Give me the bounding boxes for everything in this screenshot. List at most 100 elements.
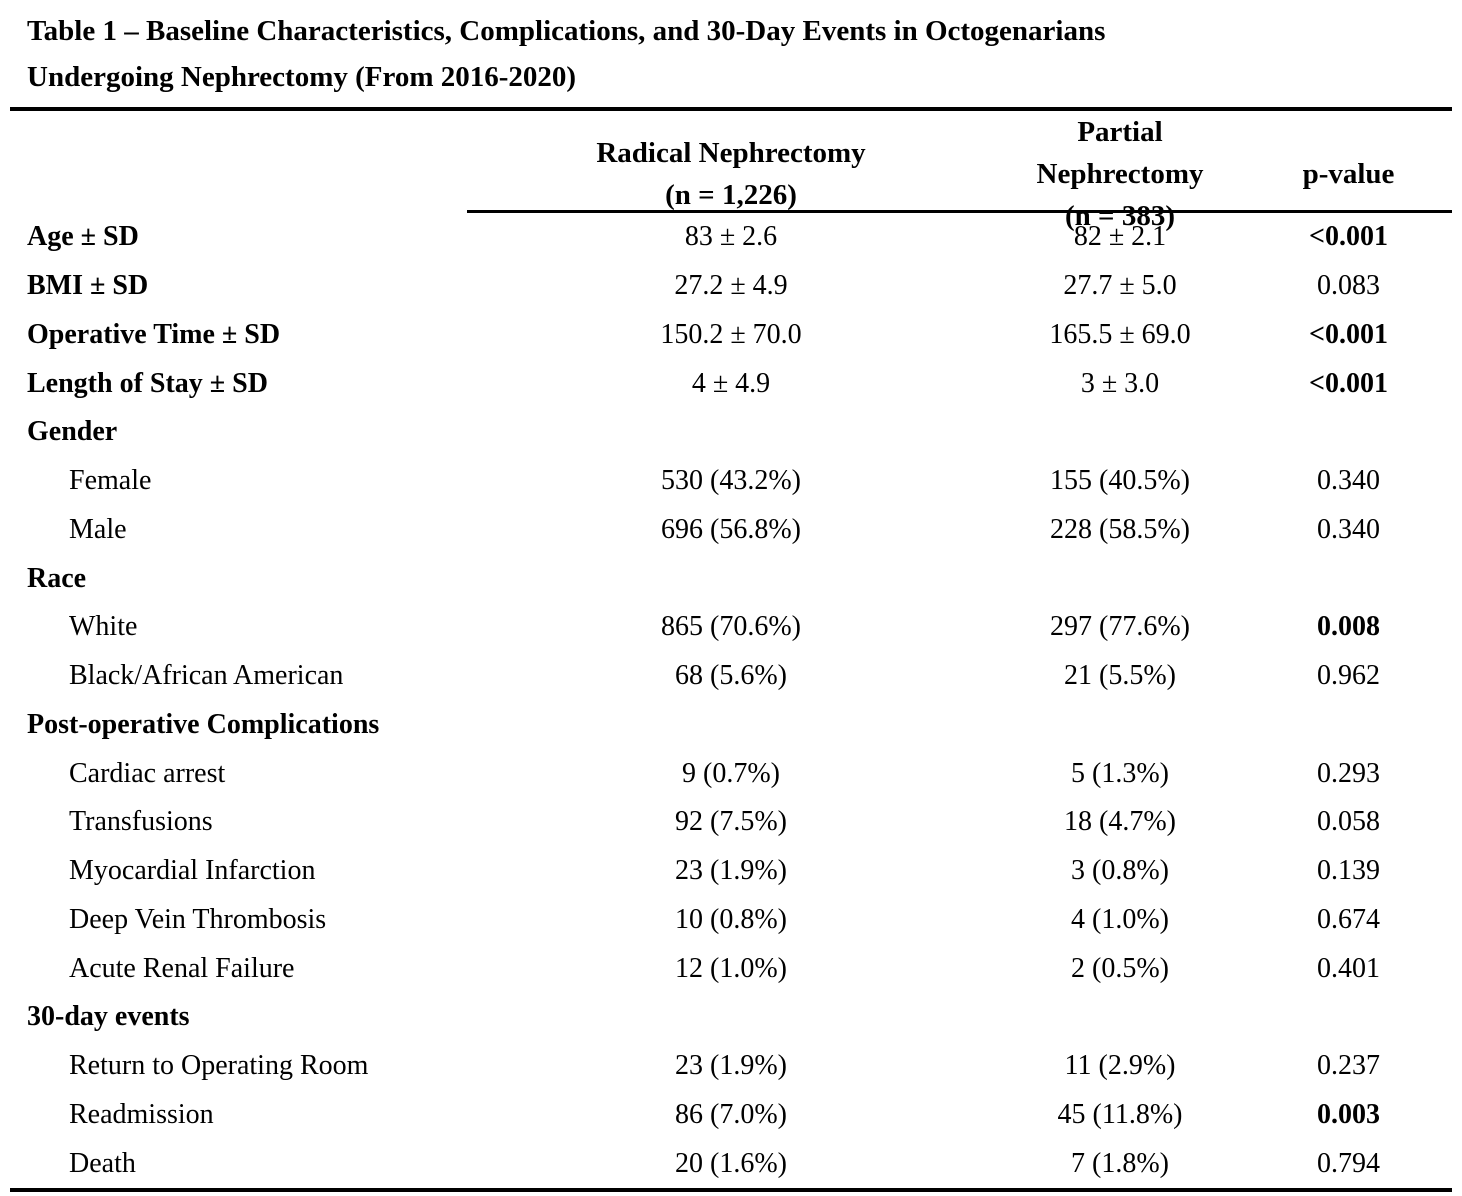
column-header-partial-n: (n = 383) bbox=[1065, 200, 1175, 232]
radical-value: 27.2 ± 4.9 bbox=[674, 270, 788, 302]
table-title: Table 1 – Baseline Characteristics, Comp… bbox=[10, 8, 1452, 100]
p-value: 0.340 bbox=[1317, 513, 1380, 545]
radical-value: 23 (1.9%) bbox=[675, 855, 787, 887]
p-value: 0.003 bbox=[1317, 1098, 1380, 1130]
header-underline-rule bbox=[467, 210, 1452, 213]
column-header-partial-name: Partial Nephrectomy bbox=[1036, 116, 1204, 190]
partial-value: 165.5 ± 69.0 bbox=[1049, 318, 1191, 350]
table-row: Acute Renal Failure 12 (1.0%) 2 (0.5%) 0.40… bbox=[10, 944, 1452, 993]
partial-value: 5 (1.3%) bbox=[1071, 757, 1169, 789]
p-value: <0.001 bbox=[1309, 318, 1388, 350]
radical-value: 150.2 ± 70.0 bbox=[660, 318, 802, 350]
radical-value: 86 (7.0%) bbox=[675, 1098, 787, 1130]
top-rule bbox=[10, 107, 1452, 111]
column-header-row: Radical Nephrectomy (n = 1,226) Partial … bbox=[10, 111, 1452, 232]
row-label: Gender bbox=[27, 416, 118, 448]
p-value: 0.139 bbox=[1317, 855, 1380, 887]
partial-value: 18 (4.7%) bbox=[1064, 806, 1176, 838]
row-label: White bbox=[69, 611, 138, 643]
table-row: Length of Stay ± SD 4 ± 4.9 3 ± 3.0 <0.001 bbox=[10, 359, 1452, 408]
partial-value: 11 (2.9%) bbox=[1064, 1050, 1176, 1082]
radical-value: 23 (1.9%) bbox=[675, 1050, 787, 1082]
table-row: Black/African American 68 (5.6%) 21 (5.5%)… bbox=[10, 652, 1452, 701]
table-row: Deep Vein Thrombosis 10 (0.8%) 4 (1.0%) 0.6… bbox=[10, 896, 1452, 945]
radical-value: 865 (70.6%) bbox=[661, 611, 801, 643]
partial-value: 21 (5.5%) bbox=[1064, 660, 1176, 692]
p-value: 0.962 bbox=[1317, 660, 1380, 692]
p-value: 0.340 bbox=[1317, 465, 1380, 497]
table-row: Female 530 (43.2%) 155 (40.5%) 0.340 bbox=[10, 457, 1452, 506]
row-label: Black/African American bbox=[69, 660, 344, 692]
table-title-line2: Undergoing Nephrectomy (From 2016-2020) bbox=[27, 61, 577, 93]
column-header-radical-name: Radical Nephrectomy bbox=[596, 137, 866, 169]
radical-value: 530 (43.2%) bbox=[661, 465, 801, 497]
row-label: Operative Time ± SD bbox=[27, 318, 281, 350]
radical-value: 83 ± 2.6 bbox=[684, 221, 778, 253]
partial-value: 45 (11.8%) bbox=[1057, 1098, 1183, 1130]
partial-value: 3 ± 3.0 bbox=[1080, 367, 1160, 399]
row-label: Post-operative Complications bbox=[27, 708, 380, 740]
row-label: Age ± SD bbox=[27, 221, 139, 253]
row-label: 30-day events bbox=[27, 1001, 190, 1033]
partial-value: 7 (1.8%) bbox=[1071, 1147, 1169, 1179]
partial-value: 2 (0.5%) bbox=[1071, 952, 1169, 984]
table-row: BMI ± SD 27.2 ± 4.9 27.7 ± 5.0 0.083 bbox=[10, 262, 1452, 311]
row-label: Acute Renal Failure bbox=[69, 952, 295, 984]
row-label: Readmission bbox=[69, 1098, 214, 1130]
partial-value: 228 (58.5%) bbox=[1050, 513, 1190, 545]
table-title-line1: Table 1 – Baseline Characteristics, Comp… bbox=[27, 15, 1106, 47]
p-value: 0.794 bbox=[1317, 1147, 1380, 1179]
row-label: Myocardial Infarction bbox=[69, 855, 316, 887]
radical-value: 4 ± 4.9 bbox=[691, 367, 771, 399]
radical-value: 68 (5.6%) bbox=[675, 660, 787, 692]
partial-value: 297 (77.6%) bbox=[1050, 611, 1190, 643]
table-row: Myocardial Infarction 23 (1.9%) 3 (0.8%) 0.… bbox=[10, 847, 1452, 896]
p-value: 0.008 bbox=[1317, 611, 1380, 643]
table-row: Male 696 (56.8%) 228 (58.5%) 0.340 bbox=[10, 506, 1452, 555]
radical-value: 10 (0.8%) bbox=[675, 903, 787, 935]
section-row: Gender bbox=[10, 408, 1452, 457]
table-row: Cardiac arrest 9 (0.7%) 5 (1.3%) 0.293 bbox=[10, 749, 1452, 798]
radical-value: 696 (56.8%) bbox=[661, 513, 801, 545]
table-row: Return to Operating Room 23 (1.9%) 11 (2.9… bbox=[10, 1042, 1452, 1091]
row-label: Male bbox=[69, 513, 127, 545]
table-row: Age ± SD 83 ± 2.6 82 ± 2.1 <0.001 bbox=[10, 213, 1452, 262]
row-label: Deep Vein Thrombosis bbox=[69, 903, 327, 935]
bottom-rule bbox=[10, 1188, 1452, 1192]
column-header-pvalue: p-value bbox=[1302, 158, 1395, 190]
column-header-radical: Radical Nephrectomy (n = 1,226) bbox=[467, 132, 995, 216]
row-label: Female bbox=[69, 465, 152, 497]
p-value: 0.293 bbox=[1317, 757, 1380, 789]
p-value: <0.001 bbox=[1309, 221, 1388, 253]
table-row: White 865 (70.6%) 297 (77.6%) 0.008 bbox=[10, 603, 1452, 652]
p-value: 0.401 bbox=[1317, 952, 1380, 984]
table-body: Age ± SD 83 ± 2.6 82 ± 2.1 <0.001 BMI ± SD 27… bbox=[10, 213, 1452, 1188]
column-header-radical-n: (n = 1,226) bbox=[665, 179, 797, 211]
table-row: Readmission 86 (7.0%) 45 (11.8%) 0.003 bbox=[10, 1091, 1452, 1140]
section-row: Post-operative Complications bbox=[10, 701, 1452, 750]
partial-value: 3 (0.8%) bbox=[1071, 855, 1169, 887]
radical-value: 12 (1.0%) bbox=[675, 952, 787, 984]
row-label: BMI ± SD bbox=[27, 270, 149, 302]
table-row: Death 20 (1.6%) 7 (1.8%) 0.794 bbox=[10, 1139, 1452, 1188]
partial-value: 155 (40.5%) bbox=[1050, 465, 1190, 497]
p-value: 0.058 bbox=[1317, 806, 1380, 838]
section-row: 30-day events bbox=[10, 993, 1452, 1042]
p-value: 0.237 bbox=[1317, 1050, 1380, 1082]
partial-value: 82 ± 2.1 bbox=[1073, 221, 1167, 253]
section-row: Race bbox=[10, 554, 1452, 603]
table-row: Transfusions 92 (7.5%) 18 (4.7%) 0.058 bbox=[10, 798, 1452, 847]
partial-value: 4 (1.0%) bbox=[1071, 903, 1169, 935]
row-label: Cardiac arrest bbox=[69, 757, 226, 789]
partial-value: 27.7 ± 5.0 bbox=[1063, 270, 1177, 302]
radical-value: 9 (0.7%) bbox=[682, 757, 780, 789]
column-header-partial: Partial Nephrectomy (n = 383) bbox=[995, 111, 1245, 237]
table-row: Operative Time ± SD 150.2 ± 70.0 165.5 ± 6… bbox=[10, 311, 1452, 360]
p-value: 0.083 bbox=[1317, 270, 1380, 302]
row-label: Race bbox=[27, 562, 87, 594]
row-label: Return to Operating Room bbox=[69, 1050, 369, 1082]
radical-value: 20 (1.6%) bbox=[675, 1147, 787, 1179]
p-value: 0.674 bbox=[1317, 903, 1380, 935]
row-label: Death bbox=[69, 1147, 136, 1179]
